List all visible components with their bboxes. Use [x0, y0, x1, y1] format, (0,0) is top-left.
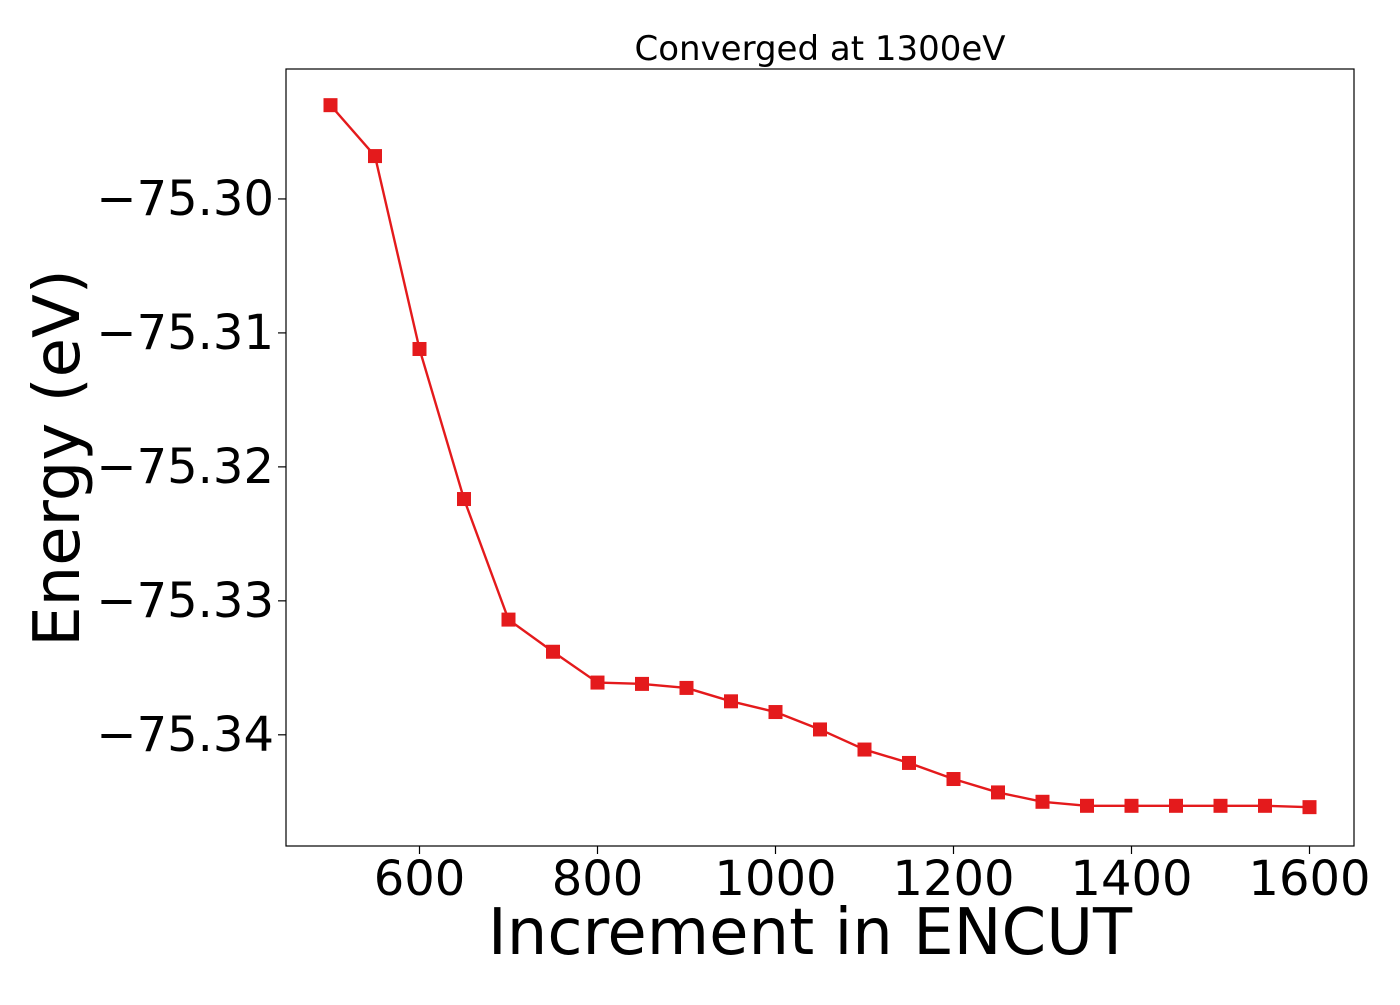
data-point [857, 742, 872, 757]
x-axis-label: Increment in ENCUT [488, 896, 1133, 970]
data-point [1169, 798, 1183, 813]
data-point [412, 341, 427, 356]
y-axis-label: Energy (eV) [21, 269, 95, 647]
data-point [590, 675, 605, 690]
data-point [991, 785, 1005, 800]
x-tick-label: 1200 [892, 851, 1014, 907]
data-point [1258, 798, 1272, 813]
data-point [457, 492, 471, 507]
data-point [679, 680, 694, 695]
x-tick-label: 600 [374, 851, 466, 907]
data-point [635, 676, 649, 691]
x-tick-label: 1600 [1248, 851, 1370, 907]
data-point [1080, 798, 1094, 813]
x-axis-ticks: 600 800 1000 1200 1400 1600 [374, 846, 1371, 907]
y-tick-label: −75.31 [96, 305, 274, 361]
data-point [501, 612, 516, 627]
data-point [323, 98, 338, 113]
x-tick-label: 1400 [1070, 851, 1192, 907]
data-point [946, 772, 961, 787]
x-tick-label: 1000 [714, 851, 836, 907]
series-line [329, 104, 1310, 809]
plot-area [285, 68, 1355, 847]
data-point [768, 705, 783, 720]
data-point [546, 644, 560, 659]
data-point [1302, 800, 1317, 815]
y-tick-label: −75.32 [96, 439, 274, 495]
data-point [1035, 794, 1050, 809]
series-layer [323, 98, 1317, 815]
y-tick-label: −75.34 [96, 707, 274, 763]
y-tick-label: −75.33 [96, 573, 274, 629]
data-point [1124, 798, 1139, 813]
data-point [1213, 798, 1228, 813]
x-tick-label: 800 [552, 851, 644, 907]
data-point [902, 755, 916, 770]
data-point [813, 722, 827, 737]
chart-title: Converged at 1300eV [634, 29, 1005, 69]
y-tick-label: −75.30 [96, 171, 274, 227]
y-axis-ticks: −75.30 −75.31 −75.32 −75.33 −75.34 [96, 171, 286, 763]
data-point [724, 694, 738, 709]
data-point [368, 149, 382, 164]
